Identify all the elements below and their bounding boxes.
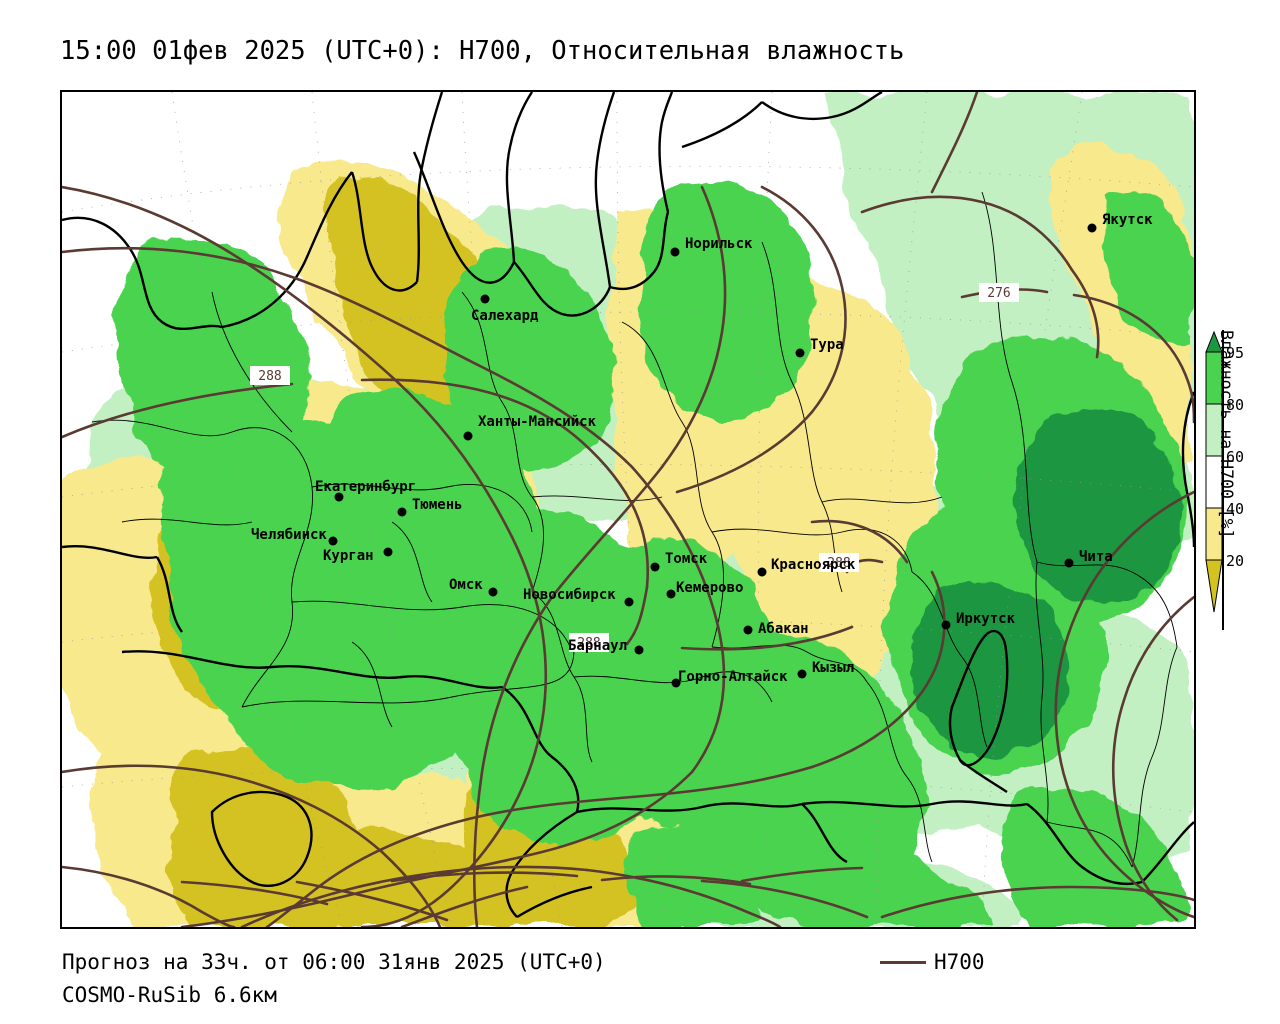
isoline-label-group: 288 276 288 288 300 <box>250 283 1019 652</box>
city-label: Томск <box>665 551 708 567</box>
city-marker: Абакан <box>743 621 809 637</box>
colorbar: 95 80 60 40 20 Влажность на H700 [%] <box>1196 330 1280 630</box>
city-dot <box>670 247 680 257</box>
colorbar-swatches <box>1205 330 1224 630</box>
city-label: Ханты-Мансийск <box>478 414 597 430</box>
city-marker: Челябинск <box>251 527 338 546</box>
city-label: Екатеринбург <box>315 479 416 495</box>
h700-line-swatch <box>880 960 926 964</box>
city-marker: Екатеринбург <box>315 479 416 502</box>
graticule <box>62 92 1194 927</box>
city-dot <box>480 294 490 304</box>
city-marker: Тура <box>795 337 844 358</box>
city-label: Чита <box>1079 549 1113 565</box>
colorbar-axis-label: Влажность на H700 [%] <box>1217 330 1236 539</box>
map-panel[interactable]: 288 276 288 288 300 <box>60 90 1196 929</box>
city-dot <box>383 547 393 557</box>
city-label: Салехард <box>471 308 539 324</box>
isoline-label-text: 288 <box>258 369 281 384</box>
city-marker: Томск <box>650 551 708 572</box>
isoline-label-text: 276 <box>987 286 1010 301</box>
city-label: Кызыл <box>812 660 854 676</box>
city-dot <box>488 587 498 597</box>
city-dot <box>941 620 951 630</box>
isoline-legend: H700 <box>880 950 985 974</box>
city-dot <box>328 536 338 546</box>
isoline-288-a1 <box>62 382 294 439</box>
colorbar-tick-95: 95 <box>1226 344 1245 362</box>
city-marker: Якутск <box>1087 212 1153 233</box>
map-canvas[interactable]: 288 276 288 288 300 <box>62 92 1194 927</box>
h700-legend-label: H700 <box>934 950 985 974</box>
colorbar-tick-80: 80 <box>1226 396 1245 414</box>
city-label: Челябинск <box>251 527 327 543</box>
city-marker: Новосибирск <box>523 587 634 607</box>
colorbar-below-20 <box>1205 559 1223 613</box>
city-label: Горно-Алтайск <box>678 669 788 685</box>
city-marker: Барнаул <box>568 638 644 655</box>
city-marker: Кызыл <box>797 660 854 679</box>
coastlines <box>62 92 1194 919</box>
city-dot <box>666 589 676 599</box>
city-dot <box>797 669 807 679</box>
city-marker: Красноярск <box>757 557 856 577</box>
admin-boundaries <box>91 191 1178 868</box>
city-label: Якутск <box>1102 212 1153 228</box>
city-label: Тура <box>810 337 844 353</box>
city-marker: Ханты-Мансийск <box>463 414 597 441</box>
city-dot <box>334 492 344 502</box>
colorbar-tick-20: 20 <box>1226 552 1245 570</box>
city-dot <box>1087 223 1097 233</box>
city-label: Барнаул <box>568 638 627 654</box>
city-marker: Чита <box>1064 549 1113 568</box>
city-dot <box>1064 558 1074 568</box>
city-marker: Омск <box>449 577 498 597</box>
city-label: Абакан <box>758 621 809 637</box>
city-marker: Курган <box>323 547 393 564</box>
isoline-label: 288 <box>569 633 609 652</box>
city-dot <box>795 348 805 358</box>
city-label: Иркутск <box>956 611 1016 627</box>
h700-isolines <box>62 92 1194 927</box>
city-label: Тюмень <box>412 497 463 513</box>
isoline-label: 288 <box>819 553 859 572</box>
city-dot <box>757 567 767 577</box>
city-marker: Салехард <box>471 294 539 324</box>
city-label: Норильск <box>685 236 753 252</box>
colorbar-tick-40: 40 <box>1226 500 1245 518</box>
city-label: Омск <box>449 577 483 593</box>
city-marker: Иркутск <box>941 611 1016 630</box>
city-dot <box>671 678 681 688</box>
city-dot <box>463 431 473 441</box>
isoline-label-text: 288 <box>827 556 850 571</box>
city-marker: Кемерово <box>666 580 743 599</box>
city-label: Кемерово <box>676 580 743 596</box>
isoline-label-text: 288 <box>577 636 600 651</box>
city-markers: Норильск Якутск Салехард Тура Ханты-Манс… <box>251 212 1153 688</box>
city-dot <box>650 562 660 572</box>
colorbar-tick-60: 60 <box>1226 448 1245 466</box>
isoline-label: 288 <box>250 366 290 385</box>
city-dot <box>634 645 644 655</box>
page-title: 15:00 01фев 2025 (UTC+0): H700, Относите… <box>60 36 905 66</box>
field-80-95 <box>117 180 1194 927</box>
city-dot <box>624 597 634 607</box>
city-label: Новосибирск <box>523 587 616 603</box>
isoline-label: 276 <box>979 283 1019 302</box>
city-marker: Тюмень <box>397 497 463 517</box>
city-label: Курган <box>323 548 374 564</box>
city-label: Красноярск <box>771 557 856 573</box>
model-info: COSMO-RuSib 6.6км <box>62 983 277 1007</box>
city-marker: Норильск <box>670 236 753 257</box>
city-marker: Горно-Алтайск <box>671 669 788 688</box>
city-dot <box>743 625 753 635</box>
city-dot <box>397 507 407 517</box>
forecast-info: Прогноз на 33ч. от 06:00 31янв 2025 (UTC… <box>62 950 606 974</box>
